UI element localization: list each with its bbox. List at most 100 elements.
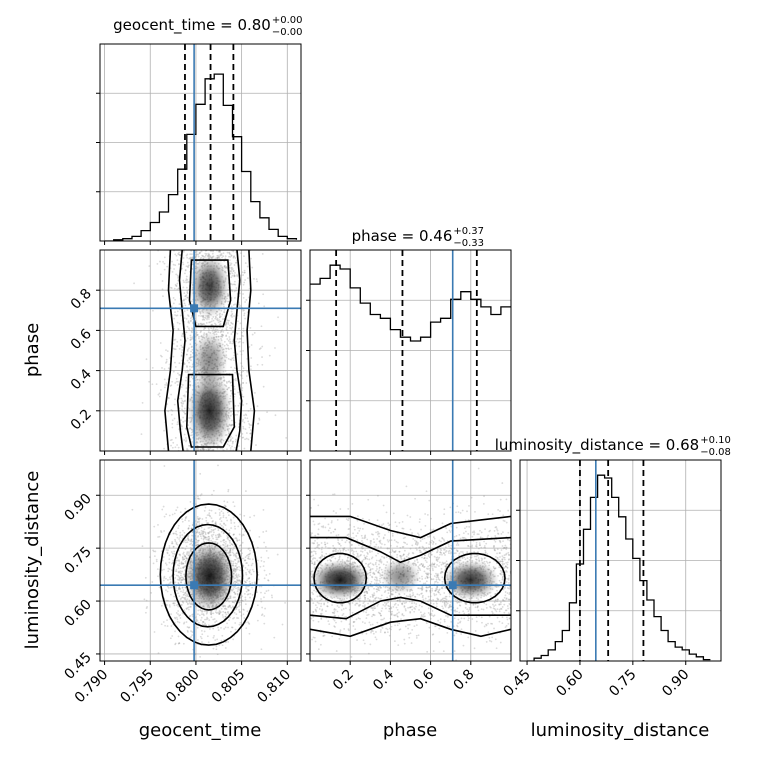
sample-point [176, 423, 179, 426]
sample-point [217, 529, 220, 532]
sample-point [188, 347, 190, 350]
sample-point [281, 623, 284, 626]
sample-point [182, 394, 185, 397]
sample-point [201, 323, 204, 326]
sample-point [218, 644, 221, 646]
sample-point [261, 613, 264, 616]
sample-point [172, 302, 175, 305]
sample-point [181, 596, 184, 599]
contour-line [185, 542, 233, 611]
sample-point [176, 321, 179, 324]
sample-point [201, 633, 204, 636]
sample-point [218, 316, 221, 319]
sample-point [248, 623, 251, 625]
sample-point [181, 405, 184, 408]
sample-point [194, 255, 197, 258]
sample-point [250, 257, 252, 260]
sample-point [171, 270, 174, 273]
sample-point [144, 611, 147, 614]
sample-point [231, 442, 234, 445]
sample-point [219, 516, 222, 519]
sample-point [310, 598, 313, 600]
sample-point [174, 338, 177, 341]
sample-point [181, 518, 184, 521]
sample-point [501, 562, 504, 565]
sample-point [198, 252, 201, 255]
sample-point [166, 625, 169, 627]
sample-point [183, 394, 186, 397]
sample-point [246, 562, 248, 564]
sample-point [176, 384, 179, 386]
sample-point [204, 531, 207, 534]
sample-point [246, 277, 249, 279]
sample-point [247, 589, 250, 591]
sample-point [171, 542, 174, 545]
sample-point [171, 446, 174, 449]
sample-point [230, 262, 233, 265]
sample-point [229, 605, 231, 608]
sample-point [184, 269, 187, 271]
sample-point [204, 506, 207, 509]
sample-point [409, 606, 412, 609]
sample-point [204, 533, 207, 536]
sample-point [163, 447, 165, 450]
sample-point [235, 552, 238, 555]
sample-point [187, 527, 190, 530]
sample-point [179, 540, 181, 542]
sample-point [189, 317, 192, 320]
sample-point [234, 562, 237, 565]
sample-point [178, 579, 181, 582]
sample-point [221, 447, 224, 450]
sample-point [232, 638, 235, 641]
sample-point [223, 523, 226, 525]
sample-point [172, 263, 175, 266]
sample-point [368, 711, 370, 713]
sample-point [220, 639, 223, 642]
sample-point [369, 623, 372, 626]
sample-point [231, 413, 234, 416]
sample-point [210, 616, 213, 619]
sample-point [263, 596, 265, 599]
sample-point [173, 553, 176, 555]
sample-point [359, 597, 362, 600]
sample-point [502, 514, 505, 517]
sample-point [182, 529, 184, 532]
sample-point [184, 519, 187, 522]
sample-point [249, 582, 251, 585]
sample-point [210, 528, 213, 531]
sample-point [413, 607, 416, 609]
sample-point [247, 410, 250, 412]
sample-point [227, 514, 230, 517]
sample-point [234, 404, 237, 407]
sample-point [399, 628, 402, 631]
sample-point [185, 601, 188, 604]
sample-point [267, 579, 270, 582]
sample-point [184, 295, 187, 298]
sample-point [226, 448, 228, 451]
sample-point [238, 544, 241, 547]
sample-point [214, 522, 217, 525]
sample-point [371, 595, 374, 598]
sample-point [232, 516, 235, 519]
sample-point [186, 325, 189, 328]
sample-point [228, 550, 231, 553]
sample-point [245, 382, 248, 384]
sample-point [160, 389, 162, 391]
sample-point [499, 541, 502, 544]
sample-point [188, 329, 191, 332]
sample-point [223, 522, 225, 525]
sample-point [233, 354, 236, 357]
sample-point [204, 327, 207, 330]
sample-point [195, 333, 197, 335]
sample-point [242, 404, 245, 406]
sample-point [364, 598, 367, 601]
sample-point [220, 510, 223, 513]
sample-point [244, 603, 247, 606]
sample-point [428, 586, 431, 588]
sample-point [429, 613, 432, 616]
sample-point [448, 606, 451, 609]
sample-point [188, 257, 191, 260]
sample-point [224, 641, 227, 644]
sample-point [167, 599, 169, 602]
sample-point [436, 556, 439, 559]
